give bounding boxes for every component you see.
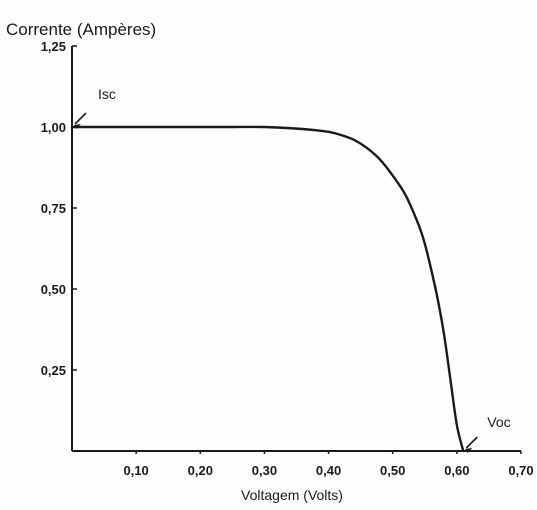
series-layer xyxy=(70,125,465,453)
y-axis-label: Corrente (Ampères) xyxy=(6,20,156,39)
annotation-pointer xyxy=(74,112,87,125)
y-tick-label: 0,25 xyxy=(41,363,66,378)
x-tick-label: 0,70 xyxy=(508,463,533,478)
y-tick-label: 1,00 xyxy=(41,120,66,135)
x-tick-label: 0,50 xyxy=(380,463,405,478)
x-axis-label: Voltagem (Volts) xyxy=(241,487,343,503)
ticks: 0,10 0,20 0,30 0,40 0,50 0,60 0,70 0,25 0,50 0,75… xyxy=(41,39,534,478)
x-tick-label: 0,40 xyxy=(316,463,341,478)
x-tick-label: 0,30 xyxy=(252,463,277,478)
annotation-isc: Isc xyxy=(98,86,116,102)
annotation-arrowhead xyxy=(74,124,81,129)
x-tick-label: 0,60 xyxy=(444,463,469,478)
y-tick-label: 0,75 xyxy=(41,201,66,216)
annotation-voc: Voc xyxy=(487,414,510,430)
annotation-pointer xyxy=(465,436,478,449)
iv-curve-line xyxy=(70,125,465,453)
x-tick-label: 0,20 xyxy=(188,463,213,478)
y-tick-label: 1,25 xyxy=(41,39,66,54)
annotations: Isc Voc xyxy=(74,86,511,453)
y-tick-label: 0,50 xyxy=(41,282,66,297)
annotation-arrowhead xyxy=(465,448,473,453)
axes xyxy=(71,46,521,452)
x-tick-label: 0,10 xyxy=(123,463,148,478)
